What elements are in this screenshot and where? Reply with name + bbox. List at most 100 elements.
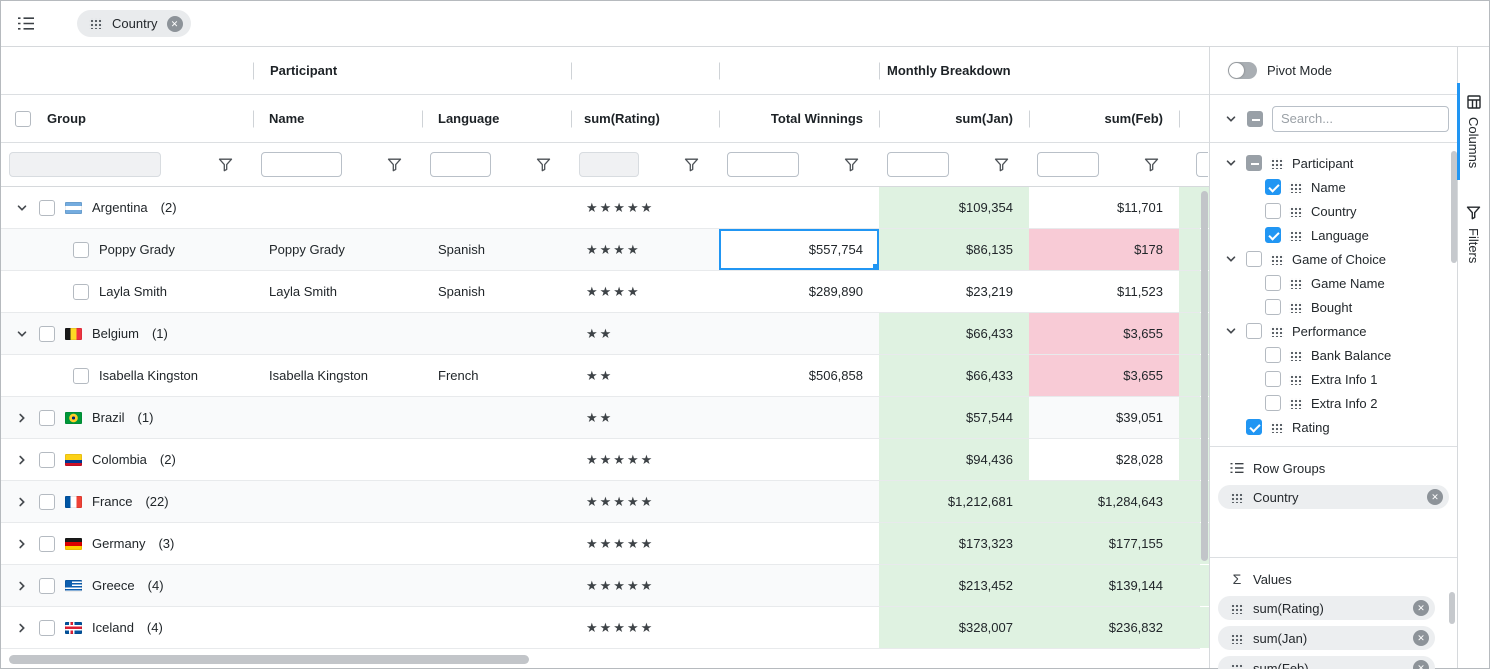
rating-cell[interactable]: ★★★★★	[586, 199, 655, 215]
jan-cell[interactable]: $1,212,681	[879, 481, 1029, 522]
language-cell[interactable]	[422, 565, 571, 606]
row-expand-chevron-icon[interactable]	[15, 453, 29, 467]
row-expand-chevron-icon[interactable]	[15, 411, 29, 425]
column-tree-item-name[interactable]: Name	[1210, 175, 1459, 199]
row-checkbox[interactable]	[73, 283, 89, 300]
feb-cell[interactable]: $177,155	[1029, 523, 1179, 564]
feb-cell[interactable]: $11,523	[1116, 284, 1163, 299]
group-row[interactable]: Greece (4) ★★★★★ $213,452 $139,144	[1, 565, 1211, 607]
column-tree-item-extra-info-1[interactable]: Extra Info 1	[1210, 367, 1459, 391]
feb-cell[interactable]: $11,701	[1116, 200, 1163, 215]
filter-funnel-icon[interactable]	[536, 158, 551, 172]
language-cell[interactable]	[422, 523, 571, 564]
group-row[interactable]: Iceland (4) ★★★★★ $328,007 $236,832	[1, 607, 1211, 649]
rating-cell[interactable]: ★★	[586, 367, 614, 383]
column-checkbox[interactable]	[1265, 395, 1281, 411]
group-cell[interactable]: Isabella Kingston	[1, 355, 253, 396]
language-cell[interactable]: Spanish	[438, 284, 485, 299]
tab-columns[interactable]: Columns	[1457, 83, 1489, 181]
group-cell[interactable]: Iceland (4)	[1, 607, 253, 648]
column-tree-item-performance[interactable]: Performance	[1210, 319, 1459, 343]
row-checkbox[interactable]	[73, 367, 89, 384]
name-cell[interactable]	[253, 439, 422, 480]
remove-group-icon[interactable]: ✕	[166, 15, 183, 32]
remove-chip-icon[interactable]: ✕	[1413, 600, 1429, 616]
row-expand-chevron-icon[interactable]	[15, 327, 29, 341]
tree-expand-chevron-icon[interactable]	[1224, 252, 1238, 266]
row-expand-chevron-icon[interactable]	[15, 537, 29, 551]
row-checkbox[interactable]	[39, 535, 55, 552]
jan-filter-input[interactable]	[887, 152, 949, 177]
column-checkbox[interactable]	[1246, 323, 1262, 339]
jan-cell[interactable]: $328,007	[879, 607, 1029, 648]
name-cell[interactable]	[253, 187, 422, 228]
column-header-name[interactable]: Name	[253, 95, 422, 142]
column-header-sum-jan[interactable]: sum(Jan)	[879, 95, 1029, 142]
feb-cell[interactable]: $139,144	[1029, 565, 1179, 606]
group-cell[interactable]: Poppy Grady	[1, 229, 253, 270]
column-tree-item-game-name[interactable]: Game Name	[1210, 271, 1459, 295]
feb-cell[interactable]: $178	[1029, 229, 1179, 270]
language-cell[interactable]	[422, 313, 571, 354]
rating-cell[interactable]: ★★★★★	[586, 493, 655, 509]
column-checkbox[interactable]	[1246, 251, 1262, 267]
column-checkbox[interactable]	[1265, 203, 1281, 219]
name-cell[interactable]	[253, 313, 422, 354]
group-cell[interactable]: Layla Smith	[1, 271, 253, 312]
value-chip-sumfeb[interactable]: sum(Feb) ✕	[1218, 656, 1435, 669]
value-chip-sumrating[interactable]: sum(Rating) ✕	[1218, 596, 1435, 620]
language-cell[interactable]	[422, 187, 571, 228]
feb-cell[interactable]: $1,284,643	[1029, 481, 1179, 522]
name-cell[interactable]: Isabella Kingston	[269, 368, 369, 383]
winnings-cell[interactable]: $557,754	[719, 229, 879, 270]
row-expand-chevron-icon[interactable]	[15, 579, 29, 593]
group-cell[interactable]: Brazil (1)	[1, 397, 253, 438]
group-row[interactable]: Brazil (1) ★★ $57,544 $39,051	[1, 397, 1211, 439]
group-row[interactable]: Belgium (1) ★★ $66,433 $3,655	[1, 313, 1211, 355]
jan-cell[interactable]: $23,219	[966, 284, 1013, 299]
language-cell[interactable]	[422, 607, 571, 648]
jan-cell[interactable]: $66,433	[879, 313, 1029, 354]
group-cell[interactable]: Greece (4)	[1, 565, 253, 606]
column-tree-item-language[interactable]: Language	[1210, 223, 1459, 247]
column-checkbox[interactable]	[1265, 179, 1281, 195]
row-group-chip-country[interactable]: Country ✕	[1218, 485, 1449, 509]
name-filter-input[interactable]	[261, 152, 342, 177]
row-checkbox[interactable]	[73, 241, 89, 258]
horizontal-scrollbar-thumb[interactable]	[9, 655, 529, 664]
column-checkbox[interactable]	[1265, 347, 1281, 363]
column-search-input[interactable]	[1272, 105, 1449, 132]
name-cell[interactable]	[253, 397, 422, 438]
feb-cell[interactable]: $3,655	[1029, 313, 1179, 354]
filter-funnel-icon[interactable]	[684, 158, 699, 172]
column-checkbox[interactable]	[1265, 275, 1281, 291]
feb-cell[interactable]: $236,832	[1029, 607, 1179, 648]
winnings-cell[interactable]	[719, 565, 879, 606]
column-group-monthly-breakdown[interactable]: Monthly Breakdown	[879, 47, 1208, 94]
group-row[interactable]: Colombia (2) ★★★★★ $94,436 $28,028	[1, 439, 1211, 481]
row-checkbox[interactable]	[39, 409, 55, 426]
group-row[interactable]: Germany (3) ★★★★★ $173,323 $177,155	[1, 523, 1211, 565]
group-cell[interactable]: Colombia (2)	[1, 439, 253, 480]
column-tree-item-bank-balance[interactable]: Bank Balance	[1210, 343, 1459, 367]
filter-funnel-icon[interactable]	[844, 158, 859, 172]
group-chip-country[interactable]: Country ✕	[77, 10, 191, 37]
group-cell[interactable]: Belgium (1)	[1, 313, 253, 354]
name-cell[interactable]: Layla Smith	[269, 284, 337, 299]
row-checkbox[interactable]	[39, 577, 55, 594]
remove-chip-icon[interactable]: ✕	[1427, 489, 1443, 505]
column-tree-item-game-of-choice[interactable]: Game of Choice	[1210, 247, 1459, 271]
name-cell[interactable]	[253, 607, 422, 648]
column-header-group[interactable]: Group	[1, 95, 253, 142]
group-cell[interactable]: Germany (3)	[1, 523, 253, 564]
column-tree-item-country[interactable]: Country	[1210, 199, 1459, 223]
row-checkbox[interactable]	[39, 451, 55, 468]
data-row[interactable]: Poppy Grady Poppy Grady Spanish ★★★★ $557,75…	[1, 229, 1211, 271]
data-row[interactable]: Layla Smith Layla Smith Spanish ★★★★ $289,89…	[1, 271, 1211, 313]
expand-all-chevron-icon[interactable]	[1224, 112, 1238, 126]
column-group-participant[interactable]: Participant	[253, 47, 571, 94]
column-tree-item-participant[interactable]: Participant	[1210, 151, 1459, 175]
jan-cell[interactable]: $86,135	[879, 229, 1029, 270]
data-row[interactable]: Isabella Kingston Isabella Kingston French…	[1, 355, 1211, 397]
winnings-cell[interactable]	[719, 523, 879, 564]
